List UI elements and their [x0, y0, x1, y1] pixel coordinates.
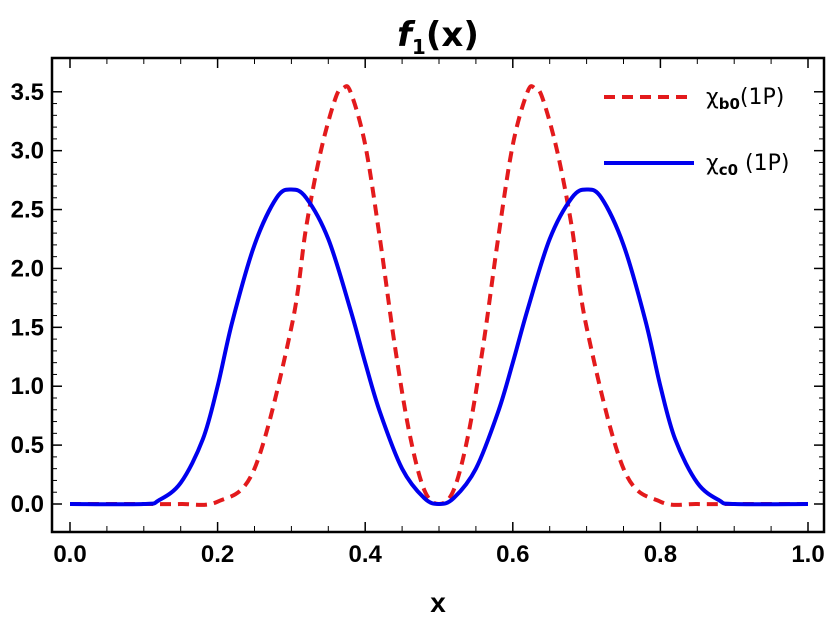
- series-line-b0: [70, 84, 808, 507]
- y-tick-label: 1.5: [11, 314, 44, 341]
- x-tick-label: 1.0: [791, 541, 824, 568]
- legend-label-b0-rest: (1P): [740, 85, 784, 110]
- x-tick-label: 0.0: [53, 541, 86, 568]
- y-tick-label: 0.5: [11, 432, 44, 459]
- chart-title-main: f: [397, 15, 416, 55]
- legend-label-c0-sub: c0: [719, 161, 738, 179]
- series-line-c0: [69, 187, 809, 507]
- y-tick-label: 2.5: [11, 197, 44, 224]
- legend-label-c0: χc0 (1P): [706, 151, 790, 179]
- legend-label-c0-rest: (1P): [738, 151, 789, 176]
- x-tick-label: 0.6: [496, 541, 529, 568]
- plot-frame: [50, 56, 826, 534]
- y-tick-label: 2.0: [11, 255, 44, 282]
- x-tick-label: 0.2: [201, 541, 234, 568]
- chart-title-rest: (x): [426, 15, 479, 55]
- series-layer: [69, 84, 809, 507]
- legend-label-b0: χb0(1P): [706, 85, 784, 113]
- axis-ticks: [52, 58, 824, 532]
- chart-title: f1(x): [397, 15, 479, 59]
- x-tick-label: 0.8: [644, 541, 677, 568]
- chart-title-subscript: 1: [412, 35, 426, 59]
- y-tick-label: 0.0: [11, 491, 44, 518]
- legend: χb0(1P) χc0 (1P): [604, 85, 790, 179]
- y-tick-label: 3.5: [11, 79, 44, 106]
- legend-label-b0-main: χ: [706, 85, 719, 110]
- tick-labels: 0.0 0.2 0.4 0.6 0.8 1.0 0.0 0.5 1.0 1.5 2.0 2.5 3.0 3…: [11, 79, 825, 568]
- y-tick-label: 3.0: [11, 138, 44, 165]
- legend-label-b0-sub: b0: [719, 95, 740, 113]
- x-tick-label: 0.4: [349, 541, 383, 568]
- x-axis-label: x: [430, 587, 446, 618]
- legend-label-c0-main: χ: [706, 151, 719, 176]
- y-tick-label: 1.0: [11, 373, 44, 400]
